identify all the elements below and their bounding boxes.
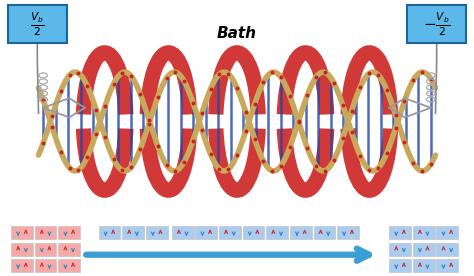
- Bar: [413, 259, 435, 272]
- Bar: [58, 259, 80, 272]
- Bar: [243, 226, 264, 239]
- Bar: [437, 243, 458, 256]
- Bar: [11, 259, 33, 272]
- Bar: [314, 226, 335, 239]
- Bar: [290, 226, 312, 239]
- Text: $\frac{V_b}{2}$: $\frac{V_b}{2}$: [30, 10, 45, 38]
- Bar: [58, 226, 80, 239]
- Bar: [35, 243, 56, 256]
- Bar: [437, 226, 458, 239]
- FancyBboxPatch shape: [8, 5, 67, 43]
- Bar: [146, 226, 167, 239]
- Bar: [413, 226, 435, 239]
- Bar: [437, 259, 458, 272]
- Bar: [389, 243, 411, 256]
- Bar: [122, 226, 144, 239]
- Text: Bath: Bath: [217, 26, 257, 41]
- Bar: [11, 243, 33, 256]
- Bar: [389, 226, 411, 239]
- Bar: [172, 226, 193, 239]
- Bar: [11, 226, 33, 239]
- Bar: [58, 243, 80, 256]
- Bar: [337, 226, 359, 239]
- Bar: [219, 226, 241, 239]
- Bar: [389, 259, 411, 272]
- Bar: [266, 226, 288, 239]
- Text: $-\frac{V_b}{2}$: $-\frac{V_b}{2}$: [423, 10, 450, 38]
- Bar: [35, 259, 56, 272]
- Bar: [35, 226, 56, 239]
- FancyBboxPatch shape: [407, 5, 466, 43]
- Bar: [195, 226, 217, 239]
- Bar: [413, 243, 435, 256]
- Bar: [99, 226, 120, 239]
